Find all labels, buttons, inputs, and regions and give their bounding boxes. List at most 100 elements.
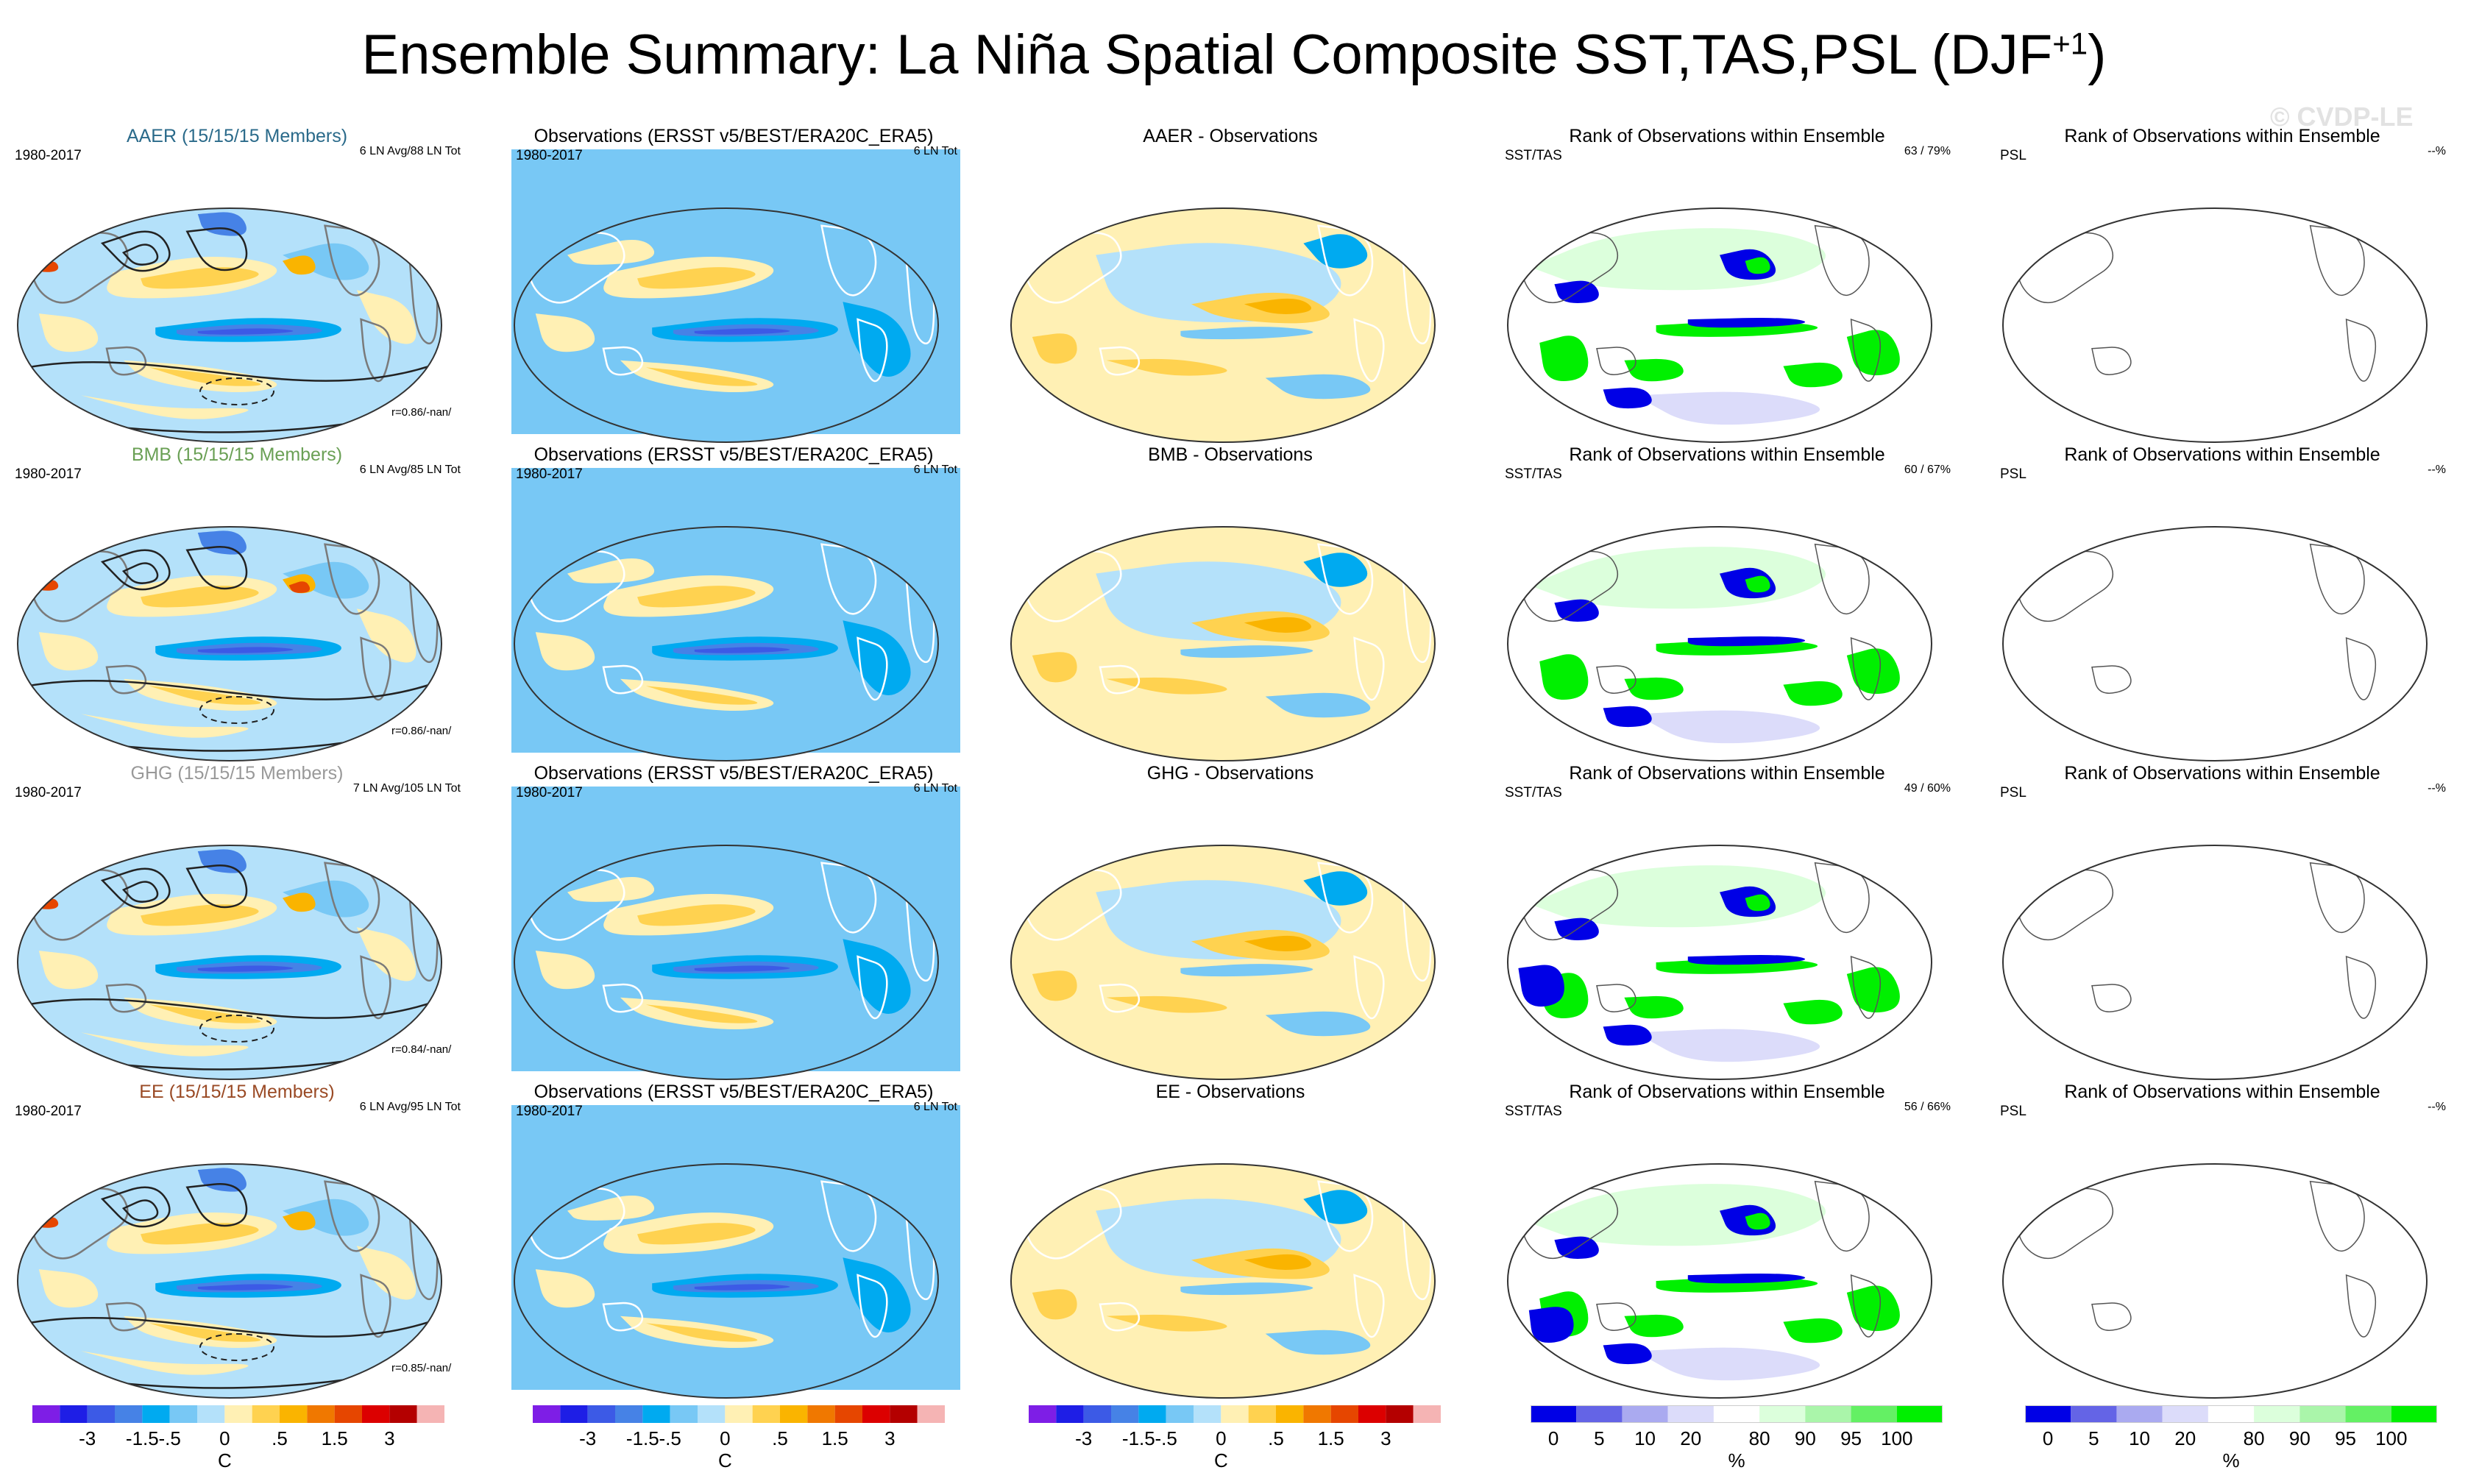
map-border — [1507, 207, 1932, 443]
colorbar-tick-label: -1.5 — [125, 1427, 159, 1449]
colorbar-swatch — [725, 1405, 753, 1423]
variable-label: PSL — [2000, 466, 2026, 482]
continent-outline — [105, 346, 147, 376]
continent-outline — [1596, 1302, 1637, 1331]
colorbar-tick-label: 1.5 — [821, 1427, 848, 1449]
pattern-correlation-label: r=0.86/-nan/ — [391, 725, 452, 737]
anomaly-region — [1244, 298, 1311, 315]
anomaly-region — [141, 904, 259, 926]
map-border — [2002, 845, 2428, 1080]
colorbar-swatch — [642, 1405, 670, 1423]
anomaly-region — [288, 581, 311, 593]
colorbar-swatch — [1851, 1405, 1897, 1423]
rank-region — [1687, 955, 1806, 965]
anomaly-region — [645, 367, 758, 386]
anomaly-region — [567, 558, 655, 583]
rank-region — [1634, 1029, 1820, 1062]
colorbar-tick-label: .5 — [772, 1427, 788, 1449]
colorbar-tick-label: 95 — [1840, 1427, 1862, 1449]
anomaly-region — [1180, 964, 1313, 977]
anomaly-region — [283, 243, 369, 280]
continent-outline — [2091, 665, 2132, 694]
continent-outline — [857, 1274, 888, 1338]
colorbar-swatch — [1896, 1405, 1943, 1423]
map-field — [1011, 1164, 1435, 1398]
map-border — [514, 526, 939, 761]
anomaly-region — [197, 965, 294, 972]
colorbar-swatch — [1138, 1405, 1166, 1423]
anomaly-region — [356, 1246, 416, 1300]
colorbar-tick-label: 3 — [384, 1427, 395, 1449]
psl-contour — [121, 244, 159, 266]
rank-region — [1783, 362, 1843, 388]
anomaly-region — [645, 1323, 758, 1342]
colorbar-swatch — [1759, 1405, 1806, 1423]
colorbar-swatch — [1531, 1405, 1577, 1423]
map-border — [1507, 845, 1932, 1080]
colorbar-swatch — [834, 1405, 862, 1423]
map-observations — [511, 1105, 960, 1399]
panel-title: AAER (15/15/15 Members) — [126, 126, 348, 146]
anomaly-region — [1032, 333, 1077, 364]
colorbar-swatch — [1805, 1405, 1851, 1423]
continent-outline — [2091, 1302, 2132, 1331]
map-border — [2002, 526, 2428, 761]
period-label: 1980-2017 — [516, 1104, 583, 1119]
colorbar-swatch — [60, 1405, 88, 1423]
map-rank-sst-tas — [1507, 1163, 1932, 1399]
colorbar-tick-label: 90 — [2288, 1427, 2311, 1449]
page-title: Ensemble Summary: La Niña Spatial Compos… — [361, 24, 2107, 86]
anomaly-region — [1303, 553, 1368, 587]
psl-contour-negative — [199, 1333, 274, 1361]
variable-label: PSL — [2000, 148, 2026, 163]
colorbar-swatch — [1276, 1405, 1304, 1423]
event-count-label: 6 LN Tot — [913, 782, 957, 795]
panel-title: BMB - Observations — [1148, 444, 1313, 465]
rank-percent-label: --% — [2428, 464, 2446, 476]
rank-region — [1745, 575, 1770, 593]
event-count-label: 6 LN Tot — [913, 464, 957, 476]
colorbar-swatch — [698, 1405, 726, 1423]
colorbar-tick-label: 100 — [1881, 1427, 1913, 1449]
colorbar-swatch — [2025, 1405, 2071, 1423]
colorbar-tick-label: 3 — [884, 1427, 896, 1449]
panel-title: Rank of Observations within Ensemble — [1569, 444, 1885, 465]
colorbar-swatch — [280, 1405, 308, 1423]
colorbar-swatch — [587, 1405, 615, 1423]
colorbar-swatch — [1056, 1405, 1084, 1423]
colorbar-swatch — [1622, 1405, 1668, 1423]
continent-outline — [1099, 664, 1141, 695]
event-count-label: 6 LN Tot — [913, 145, 957, 157]
anomaly-region — [535, 313, 595, 352]
anomaly-region — [645, 1004, 758, 1023]
panel-rank-sst-tas: Rank of Observations within Ensemble SST/… — [1499, 125, 1955, 443]
map-rank-sst-tas — [1507, 845, 1932, 1080]
colorbar-tick-label: 3 — [1380, 1427, 1391, 1449]
anomaly-region — [694, 1284, 790, 1290]
anomaly-region — [694, 965, 790, 972]
colorbar-swatch — [1713, 1405, 1760, 1423]
map-border — [514, 1163, 939, 1399]
colorbar-anomaly: -3 -1.5 -.5 0 .5 1.5 3 C — [1029, 1405, 1441, 1471]
rank-region — [1687, 318, 1806, 328]
continent-outline — [360, 1274, 391, 1338]
continent-outline — [1850, 956, 1882, 1019]
psl-contour — [185, 546, 248, 590]
colorbar-swatch — [1386, 1405, 1414, 1423]
continent-outline — [1353, 955, 1385, 1020]
anomaly-region — [1265, 692, 1371, 718]
anomaly-region — [1265, 1011, 1371, 1037]
continent-outline — [602, 983, 644, 1013]
rank-region — [1624, 995, 1684, 1019]
colorbar-frame — [2025, 1405, 2437, 1423]
pattern-correlation-label: r=0.86/-nan/ — [391, 406, 452, 419]
continent-outline — [857, 318, 888, 383]
psl-contour-negative — [199, 696, 274, 724]
period-label: 1980-2017 — [15, 785, 82, 800]
watermark-text: © CVDP-LE — [2270, 102, 2414, 132]
map-difference — [1010, 1163, 1436, 1399]
rank-field — [2003, 1164, 2427, 1398]
panel-difference: AAER - Observations — [1002, 125, 1458, 443]
rank-region — [1783, 999, 1843, 1025]
rank-percent-label: --% — [2428, 145, 2446, 157]
